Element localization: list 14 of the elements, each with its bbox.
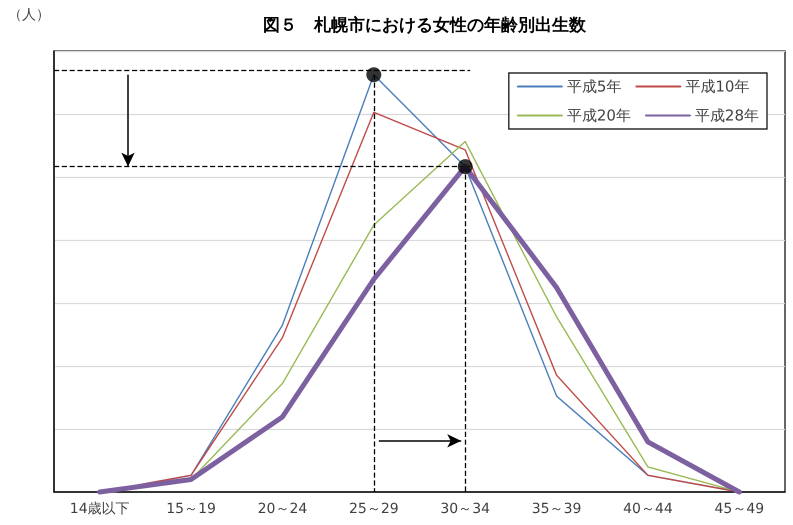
- y-axis-title: （人）: [8, 7, 50, 23]
- x-tick-label: 20～24: [258, 501, 308, 517]
- x-tick-label: 45～49: [714, 501, 764, 517]
- chart-title: 図５ 札幌市における女性の年齢別出生数: [263, 16, 587, 36]
- x-tick-label: 14歳以下: [70, 501, 130, 517]
- legend-label: 平成20年: [566, 106, 631, 124]
- x-tick-label: 40～44: [623, 501, 673, 517]
- legend-label: 平成5年: [566, 78, 622, 96]
- x-tick-label: 30～34: [440, 501, 490, 517]
- x-tick-label: 25～29: [348, 501, 399, 517]
- x-tick-label: 35～39: [532, 501, 582, 517]
- x-tick-label: 15～19: [166, 501, 216, 517]
- legend-label: 平成10年: [685, 78, 750, 96]
- legend-label: 平成28年: [694, 106, 760, 124]
